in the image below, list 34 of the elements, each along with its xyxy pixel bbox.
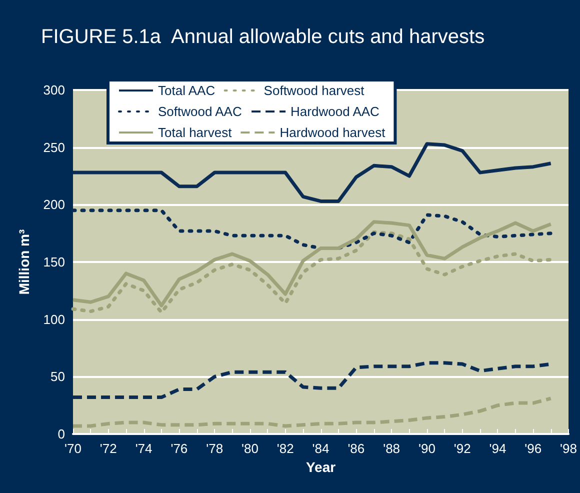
x-tick-label: '84 [312, 441, 330, 456]
x-tick-label: '94 [489, 441, 506, 456]
x-tick-label: '78 [206, 441, 224, 456]
y-tick-label: 50 [50, 369, 65, 384]
y-tick-label: 250 [43, 140, 65, 155]
line-series [71, 396, 553, 428]
x-tick-label: '72 [100, 441, 117, 456]
legend-label: Hardwood harvest [280, 125, 386, 140]
x-tick-label: '90 [418, 441, 436, 456]
line-series [71, 208, 553, 250]
legend-label: Total AAC [158, 83, 216, 98]
x-tick-label: '88 [383, 441, 400, 456]
legend-label: Softwood AAC [158, 104, 242, 119]
y-tick-label: 150 [43, 254, 65, 270]
legend-label: Softwood harvest [264, 83, 365, 98]
legend-label: Hardwood AAC [290, 104, 380, 119]
y-tick-label: 200 [43, 197, 65, 212]
y-axis-title: Million m³ [16, 229, 32, 295]
legend-label: Total harvest [158, 125, 232, 140]
x-tick-label: '92 [454, 441, 471, 456]
x-tick-label: '74 [135, 441, 152, 456]
x-tick-label: '86 [348, 441, 365, 456]
chart-title: FIGURE 5.1a Annual allowable cuts and harvests [41, 26, 485, 48]
x-tick-label: '96 [524, 441, 542, 456]
x-axis-title: Year [306, 459, 336, 475]
x-tick-label: '80 [242, 441, 258, 456]
line-series [71, 142, 553, 203]
y-tick-label: 100 [43, 312, 65, 327]
x-tick-label: '82 [276, 441, 294, 456]
x-tick-label: '76 [170, 441, 188, 456]
y-tick-label: 0 [58, 426, 65, 442]
x-tick-label: '70 [64, 441, 82, 456]
x-tick-label: '98 [560, 441, 578, 456]
y-tick-label: 300 [43, 82, 65, 98]
